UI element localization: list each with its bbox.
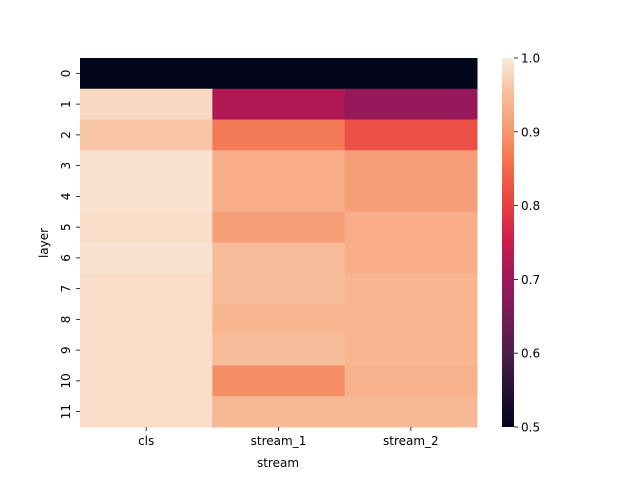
heatmap-cell-5-stream_1 <box>212 211 346 243</box>
y-tick-label: 9 <box>59 346 73 354</box>
heatmap-cell-2-stream_2 <box>344 119 478 151</box>
heatmap-cell-11-stream_1 <box>212 396 346 428</box>
heatmap-cell-8-stream_2 <box>344 304 478 336</box>
heatmap-cell-10-cls <box>80 365 213 397</box>
y-tick-label: 7 <box>59 285 73 293</box>
heatmap-cell-3-stream_2 <box>344 150 478 182</box>
heatmap-cell-1-stream_1 <box>212 88 346 120</box>
heatmap-cell-2-cls <box>80 119 213 151</box>
heatmap-cell-4-stream_2 <box>344 181 478 213</box>
y-tick-label: 0 <box>59 70 73 78</box>
y-tick-label: 6 <box>59 254 73 262</box>
heatmap-cells <box>80 58 478 428</box>
heatmap-cell-8-cls <box>80 304 213 336</box>
colorbar-tick-label: 0.9 <box>521 125 540 139</box>
y-axis-label: layer <box>37 228 51 258</box>
y-tick-label: 5 <box>59 223 73 231</box>
heatmap-cell-4-cls <box>80 181 213 213</box>
y-tick-label: 3 <box>59 162 73 170</box>
heatmap-cell-1-cls <box>80 88 213 120</box>
heatmap-cell-5-stream_2 <box>344 211 478 243</box>
heatmap-cell-4-stream_1 <box>212 181 346 213</box>
heatmap-cell-0-cls <box>80 58 213 90</box>
heatmap-cell-3-cls <box>80 150 213 182</box>
colorbar-tick-label: 0.6 <box>521 347 540 361</box>
heatmap-cell-2-stream_1 <box>212 119 346 151</box>
heatmap-cell-10-stream_2 <box>344 365 478 397</box>
x-tick-label: cls <box>138 434 154 448</box>
heatmap-cell-5-cls <box>80 211 213 243</box>
heatmap-cell-7-cls <box>80 273 213 305</box>
heatmap-cell-6-stream_1 <box>212 242 346 274</box>
x-axis: cls stream_1 stream_2 <box>138 427 439 448</box>
heatmap-cell-9-cls <box>80 334 213 366</box>
heatmap-cell-11-stream_2 <box>344 396 478 428</box>
y-tick-label: 1 <box>59 100 73 108</box>
y-tick-label: 11 <box>59 404 73 419</box>
colorbar: 0.5 0.6 0.7 0.8 0.9 1.0 <box>502 52 540 435</box>
heatmap-cell-6-stream_2 <box>344 242 478 274</box>
heatmap-cell-8-stream_1 <box>212 304 346 336</box>
heatmap-cell-1-stream_2 <box>344 88 478 120</box>
heatmap-cell-3-stream_1 <box>212 150 346 182</box>
heatmap-cell-7-stream_1 <box>212 273 346 305</box>
colorbar-gradient <box>502 58 514 427</box>
y-tick-label: 10 <box>59 373 73 388</box>
y-axis: 0 1 2 3 4 5 6 7 8 9 10 11 <box>59 70 80 419</box>
colorbar-tick-label: 0.5 <box>521 421 540 435</box>
y-tick-label: 2 <box>59 131 73 139</box>
colorbar-tick-label: 0.8 <box>521 199 540 213</box>
colorbar-tick-label: 1.0 <box>521 52 540 66</box>
heatmap-cell-10-stream_1 <box>212 365 346 397</box>
heatmap-cell-0-stream_1 <box>212 58 346 90</box>
x-tick-label: stream_2 <box>383 434 439 448</box>
y-tick-label: 4 <box>59 193 73 201</box>
heatmap-cell-0-stream_2 <box>344 58 478 90</box>
heatmap-cell-6-cls <box>80 242 213 274</box>
heatmap-cell-9-stream_1 <box>212 334 346 366</box>
y-tick-label: 8 <box>59 316 73 324</box>
heatmap-cell-7-stream_2 <box>344 273 478 305</box>
colorbar-tick-label: 0.7 <box>521 273 540 287</box>
x-axis-label: stream <box>257 456 299 470</box>
heatmap-cell-9-stream_2 <box>344 334 478 366</box>
heatmap-cell-11-cls <box>80 396 213 428</box>
x-tick-label: stream_1 <box>251 434 307 448</box>
